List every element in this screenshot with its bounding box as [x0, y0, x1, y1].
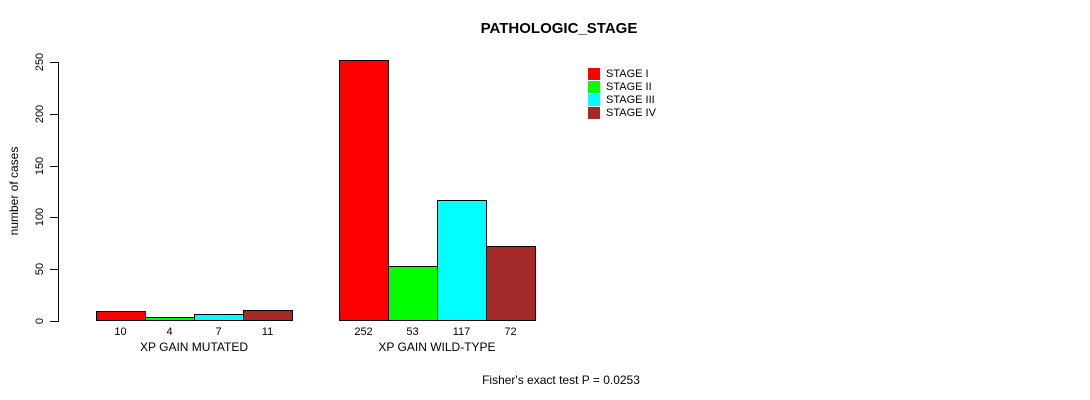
bar-stage-iv: [486, 246, 536, 321]
legend-swatch-icon: [588, 93, 600, 106]
bar-stage-iii: [437, 200, 487, 321]
bar-stage-iii: [194, 314, 244, 321]
bar-value-label: 7: [215, 326, 222, 338]
legend-label: STAGE IV: [606, 106, 656, 119]
legend-swatch-icon: [588, 106, 600, 119]
category-label: XP GAIN WILD-TYPE: [378, 340, 496, 354]
y-tick-mark: [50, 62, 58, 63]
y-tick-label: 150: [34, 156, 46, 176]
legend-item: STAGE I: [588, 67, 656, 80]
y-axis-title: number of cases: [7, 146, 21, 236]
y-tick-label: 100: [34, 207, 46, 227]
y-tick-mark: [50, 217, 58, 218]
stat-annotation: Fisher's exact test P = 0.0253: [482, 373, 640, 387]
legend-item: STAGE II: [588, 80, 656, 93]
y-tick-mark: [50, 321, 58, 322]
legend-label: STAGE III: [606, 93, 655, 106]
y-tick-mark: [50, 269, 58, 270]
bar-stage-ii: [145, 317, 195, 321]
legend-label: STAGE I: [606, 67, 649, 80]
y-tick-label: 200: [34, 104, 46, 124]
bar-value-label: 53: [406, 326, 419, 338]
chart-title: PATHOLOGIC_STAGE: [480, 20, 638, 37]
y-tick-label: 50: [34, 262, 46, 276]
legend-item: STAGE III: [588, 93, 656, 106]
bar-value-label: 252: [354, 326, 373, 338]
y-tick-label: 250: [34, 52, 46, 72]
bar-stage-i: [339, 60, 389, 321]
y-tick-mark: [50, 166, 58, 167]
legend-label: STAGE II: [606, 80, 652, 93]
legend-item: STAGE IV: [588, 106, 656, 119]
legend: STAGE I STAGE II STAGE III STAGE IV: [588, 67, 656, 119]
bar-value-label: 4: [166, 326, 173, 338]
category-label: XP GAIN MUTATED: [139, 340, 249, 354]
y-tick-label: 0: [34, 317, 46, 325]
bar-value-label: 72: [504, 326, 517, 338]
y-axis-line: [58, 62, 59, 322]
bar-stage-i: [96, 311, 146, 321]
bar-stage-iv: [243, 310, 293, 321]
y-tick-mark: [50, 114, 58, 115]
bar-value-label: 117: [452, 326, 471, 338]
legend-swatch-icon: [588, 80, 600, 93]
bar-value-label: 10: [114, 326, 127, 338]
bar-value-label: 11: [261, 326, 274, 338]
bar-stage-ii: [388, 266, 438, 321]
legend-swatch-icon: [588, 67, 600, 80]
